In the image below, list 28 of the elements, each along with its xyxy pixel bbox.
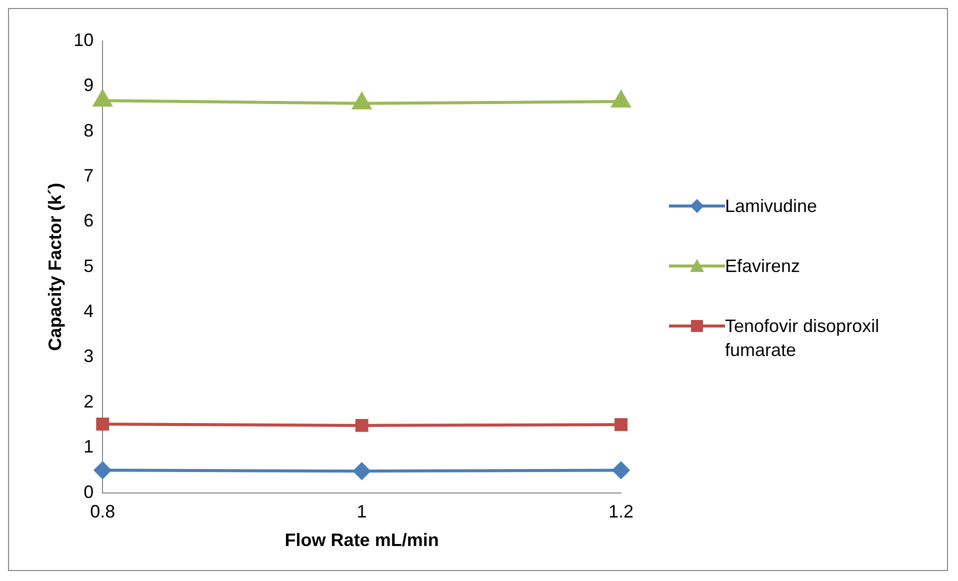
y-tick-label: 6: [84, 210, 94, 231]
point: [612, 91, 630, 108]
x-tick-label: 1.2: [608, 502, 634, 522]
y-tick-label: 8: [84, 120, 94, 140]
legend-label: Lamivudine: [725, 195, 818, 218]
x-tick-label: 1: [356, 502, 367, 522]
y-tick-label: 4: [84, 301, 94, 322]
point: [612, 462, 630, 479]
y-axis-title: Capacity Factor (k´): [44, 182, 65, 351]
y-tick-label: 0: [84, 482, 94, 502]
legend-label: Tenofovir disoproxil fumarate: [725, 315, 880, 362]
point: [96, 418, 110, 431]
point: [94, 462, 112, 479]
point: [355, 419, 368, 432]
x-axis-title: Flow Rate mL/min: [284, 530, 439, 550]
y-tick-label: 5: [84, 256, 94, 276]
y-tick-label: 2: [84, 391, 94, 412]
x-tick-label: 0.8: [90, 502, 116, 522]
point: [352, 92, 372, 110]
y-tick-label: 10: [74, 30, 94, 50]
y-tick-label: 3: [84, 346, 94, 366]
point: [353, 462, 370, 480]
y-tick-label: 1: [84, 436, 94, 457]
point: [93, 90, 112, 107]
point: [614, 418, 628, 432]
legend-label: Efavirenz: [725, 255, 800, 278]
y-tick-label: 7: [84, 166, 94, 186]
y-tick-label: 9: [84, 75, 94, 96]
